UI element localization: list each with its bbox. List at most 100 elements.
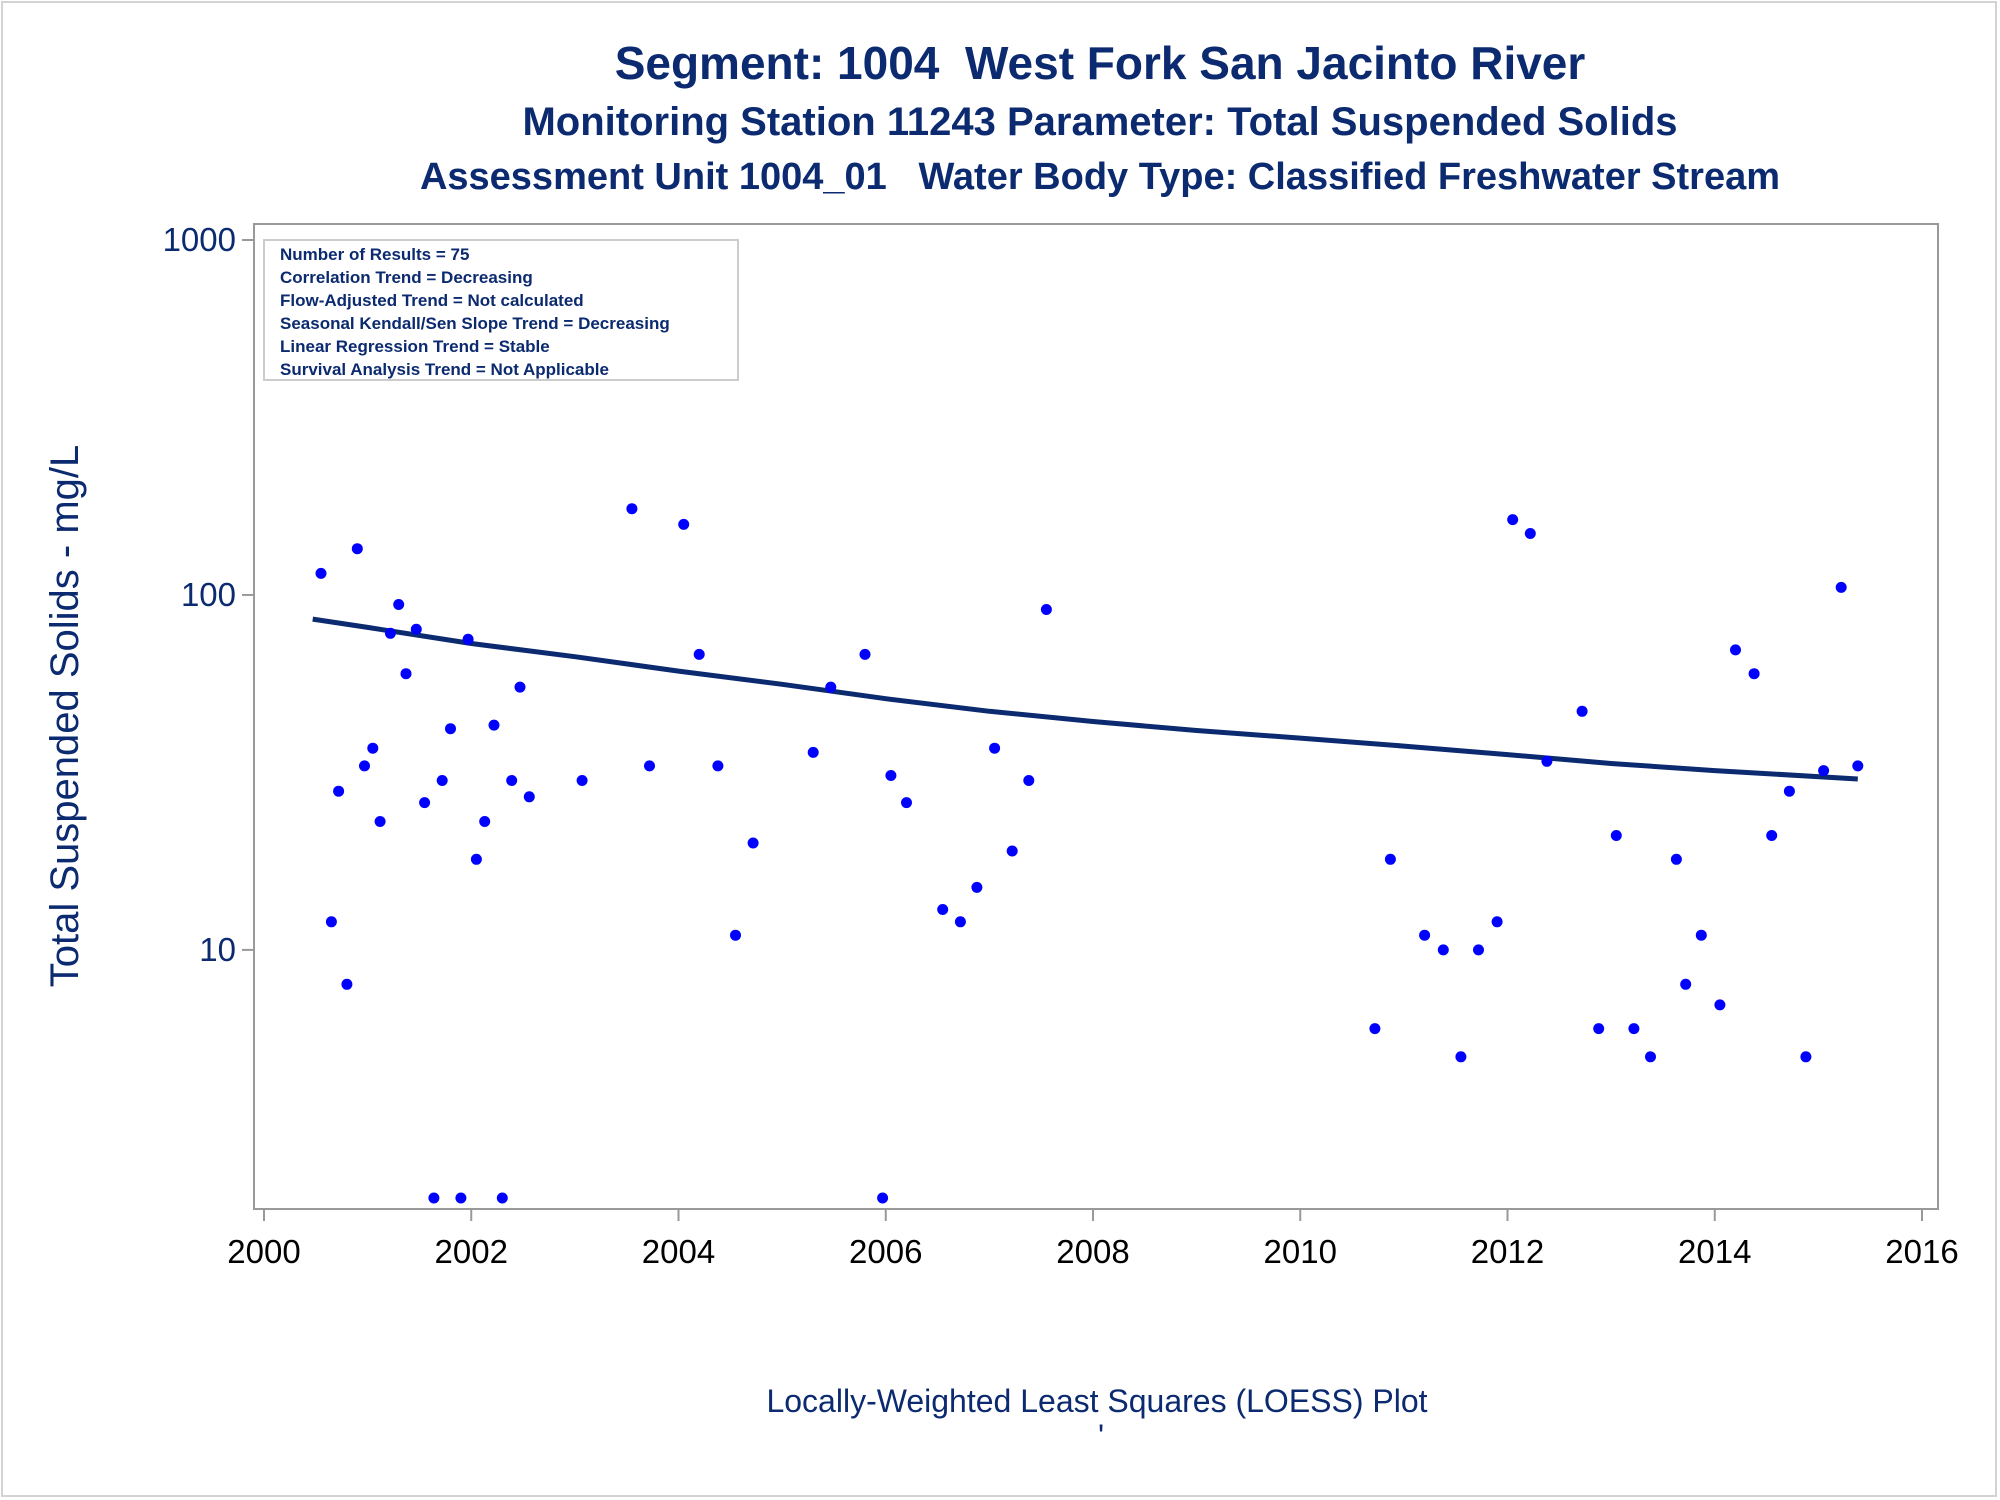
- chart-subtitle: Monitoring Station 11243 Parameter: Tota…: [522, 100, 1678, 144]
- data-point: [333, 785, 345, 797]
- data-point: [1783, 785, 1795, 797]
- stats-line: Correlation Trend = Decreasing: [280, 268, 533, 287]
- data-point: [1507, 514, 1519, 526]
- data-point: [436, 775, 448, 786]
- data-point: [1437, 944, 1449, 956]
- y-axis-label: Total Suspended Solids - mg/L: [43, 445, 87, 988]
- footer-mark: ': [1098, 1418, 1104, 1454]
- data-point: [1818, 765, 1830, 777]
- data-point: [747, 837, 759, 849]
- data-point: [1610, 830, 1622, 841]
- loess-trend-line: [312, 616, 1858, 782]
- data-point: [1491, 916, 1503, 928]
- data-point: [1473, 944, 1484, 956]
- data-point: [488, 719, 500, 731]
- data-point: [1766, 830, 1778, 841]
- data-point: [1680, 978, 1692, 990]
- data-point: [351, 543, 363, 555]
- data-point: [393, 599, 405, 610]
- x-tick-label: 2000: [227, 1233, 300, 1270]
- stats-line: Flow-Adjusted Trend = Not calculated: [280, 291, 584, 310]
- data-point: [315, 567, 327, 579]
- y-tick-label: 100: [181, 576, 236, 613]
- y-tick-label: 1000: [163, 221, 236, 258]
- data-point: [989, 742, 1001, 754]
- data-point: [410, 623, 422, 635]
- data-point: [359, 760, 370, 772]
- data-point: [523, 791, 535, 803]
- x-tick-label: 2014: [1678, 1233, 1751, 1270]
- stats-box: Number of Results = 75 Correlation Trend …: [263, 239, 739, 381]
- data-point: [1748, 668, 1760, 680]
- chart-title: Segment: 1004 West Fork San Jacinto Rive…: [614, 37, 1586, 89]
- data-point: [1040, 604, 1052, 615]
- x-tick-label: 2010: [1264, 1233, 1337, 1270]
- data-point: [885, 770, 897, 781]
- data-point: [496, 1192, 508, 1204]
- data-point: [1023, 775, 1035, 786]
- data-point: [1419, 929, 1431, 941]
- y-tick-label: 10: [199, 931, 236, 968]
- data-point: [1524, 528, 1536, 539]
- data-point: [367, 742, 379, 754]
- data-point: [825, 681, 837, 693]
- data-point: [1541, 755, 1553, 767]
- data-point: [455, 1192, 467, 1204]
- x-tick-label: 2002: [435, 1233, 508, 1270]
- stats-line: Survival Analysis Trend = Not Applicable: [280, 360, 609, 379]
- x-tick-label: 2016: [1885, 1233, 1958, 1270]
- data-point: [374, 816, 386, 827]
- data-point: [419, 797, 431, 809]
- data-point: [445, 723, 456, 735]
- data-point: [479, 816, 491, 827]
- data-point: [341, 978, 353, 990]
- data-point: [937, 904, 949, 915]
- y-axis: 10 100 1000: [163, 221, 254, 968]
- chart-subtitle-2: Assessment Unit 1004_01 Water Body Type:…: [419, 156, 1781, 198]
- data-point: [1835, 581, 1847, 593]
- data-point: [1695, 929, 1707, 941]
- data-point: [807, 746, 819, 758]
- data-point: [954, 916, 966, 928]
- plot-area: [253, 223, 1939, 1210]
- data-point: [1714, 999, 1726, 1011]
- data-point: [1593, 1023, 1605, 1035]
- trend-layer: [312, 616, 1858, 782]
- stats-box-border: [263, 239, 739, 381]
- data-point: [859, 648, 871, 660]
- data-point: [730, 929, 741, 941]
- data-point: [1384, 853, 1396, 865]
- data-point: [1006, 845, 1018, 857]
- x-tick-label: 2004: [642, 1233, 715, 1270]
- stats-line: Number of Results = 75: [280, 245, 469, 264]
- data-point: [678, 518, 690, 530]
- data-point: [901, 797, 912, 809]
- data-point: [470, 853, 482, 865]
- data-point: [626, 503, 638, 515]
- data-point: [971, 881, 983, 893]
- data-point: [1455, 1051, 1467, 1063]
- data-point: [1670, 853, 1682, 865]
- data-point: [1645, 1051, 1656, 1063]
- stats-line: Linear Regression Trend = Stable: [280, 337, 550, 356]
- x-tick-label: 2012: [1471, 1233, 1544, 1270]
- x-tick-label: 2008: [1056, 1233, 1129, 1270]
- data-point: [1369, 1023, 1381, 1035]
- x-tick-label: 2006: [849, 1233, 922, 1270]
- data-point: [712, 760, 724, 772]
- points-layer: [307, 303, 1864, 1204]
- data-point: [1852, 760, 1864, 772]
- data-point: [1800, 1051, 1812, 1063]
- data-point: [1730, 644, 1741, 656]
- data-point: [384, 627, 396, 639]
- x-axis: 2000 2002 2004 2006 2008 2010 2012 2014 2016: [227, 1209, 1959, 1270]
- data-point: [325, 916, 337, 928]
- data-point: [1576, 705, 1588, 717]
- plot-footer: Locally-Weighted Least Squares (LOESS) P…: [766, 1383, 1427, 1419]
- data-point: [462, 633, 474, 645]
- stats-line: Seasonal Kendall/Sen Slope Trend = Decre…: [280, 314, 670, 333]
- data-point: [428, 1192, 440, 1204]
- data-point: [644, 760, 655, 772]
